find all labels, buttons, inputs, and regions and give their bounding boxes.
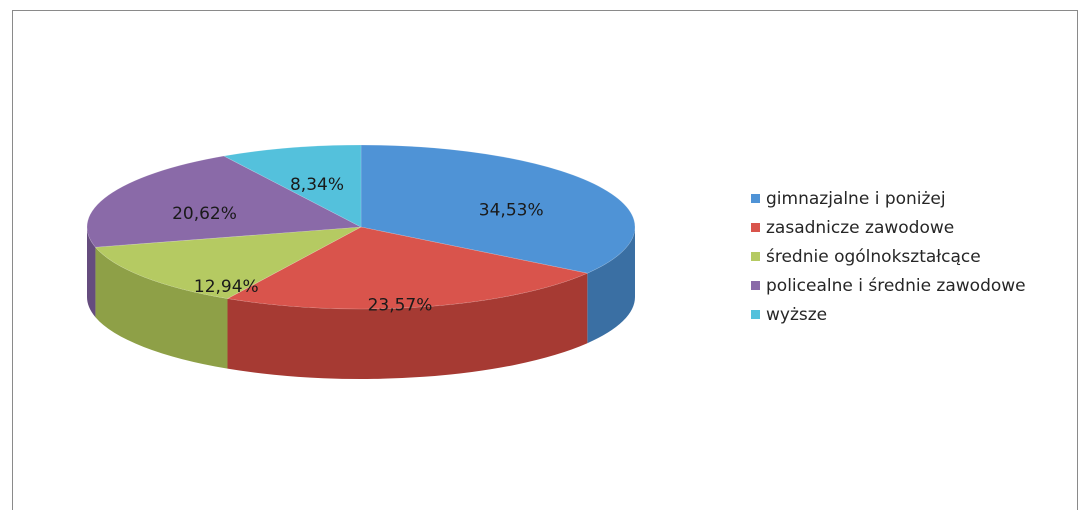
legend-label: gimnazjalne i poniżej xyxy=(766,188,946,209)
legend-label: wyższe xyxy=(766,304,828,325)
pie-slice-1 xyxy=(226,226,589,310)
slice-data-label: 23,57% xyxy=(368,296,433,316)
pie-top xyxy=(86,144,636,310)
legend-swatch xyxy=(751,194,760,203)
pie-side-2 xyxy=(95,247,228,369)
legend-label: zasadnicze zawodowe xyxy=(766,217,955,238)
pie-slice-4 xyxy=(222,144,362,228)
pie-side-0 xyxy=(587,227,635,344)
pie-labels: 34,53% 23,57% 12,94% 20,62% 8,34% xyxy=(172,175,544,316)
legend-item: zasadnicze zawodowe xyxy=(751,213,1026,242)
slice-data-label: 34,53% xyxy=(479,200,544,220)
pie-side-3 xyxy=(87,227,96,318)
legend-label: policealne i średnie zawodowe xyxy=(766,275,1026,296)
legend-swatch xyxy=(751,252,760,261)
legend-item: gimnazjalne i poniżej xyxy=(751,184,1026,213)
pie-slice-3 xyxy=(86,155,363,248)
slice-data-label: 8,34% xyxy=(290,175,344,195)
legend-item: wyższe xyxy=(751,300,1026,329)
chart-frame: 34,53% 23,57% 12,94% 20,62% 8,34% gimnazjaln… xyxy=(12,10,1078,510)
legend-item: średnie ogólnokształcące xyxy=(751,242,1026,271)
slice-data-label: 20,62% xyxy=(172,204,237,224)
legend-swatch xyxy=(751,310,760,319)
legend-label: średnie ogólnokształcące xyxy=(766,246,981,267)
slice-data-label: 12,94% xyxy=(194,277,259,297)
chart-legend: gimnazjalne i poniżej zasadnicze zawodow… xyxy=(751,184,1026,329)
legend-swatch xyxy=(751,281,760,290)
pie-sides xyxy=(87,227,635,379)
legend-item: policealne i średnie zawodowe xyxy=(751,271,1026,300)
legend-swatch xyxy=(751,223,760,232)
pie-slice-2 xyxy=(94,226,362,299)
pie-chart: 34,53% 23,57% 12,94% 20,62% 8,34% xyxy=(86,144,636,379)
pie-slice-0 xyxy=(360,144,636,274)
pie-side-1 xyxy=(227,273,588,379)
